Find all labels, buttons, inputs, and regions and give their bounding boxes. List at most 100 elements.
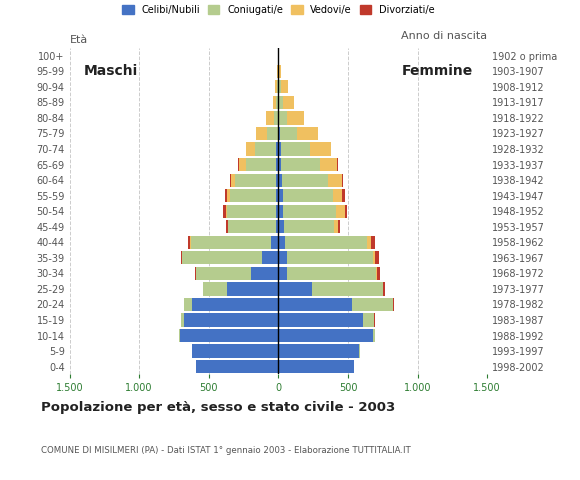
Bar	[196, 267, 251, 280]
Text: Popolazione per età, sesso e stato civile - 2003: Popolazione per età, sesso e stato civil…	[41, 401, 395, 414]
Bar	[371, 236, 375, 249]
Bar	[225, 189, 227, 202]
Bar	[281, 158, 320, 171]
Bar	[276, 158, 278, 171]
Bar	[279, 111, 288, 124]
Text: Anno di nascita: Anno di nascita	[401, 32, 487, 41]
Bar	[373, 251, 375, 264]
Bar	[238, 158, 239, 171]
Bar	[278, 143, 281, 156]
Bar	[275, 80, 277, 94]
Bar	[267, 127, 278, 140]
Bar	[262, 251, 278, 264]
Bar	[336, 204, 345, 218]
Text: Età: Età	[70, 35, 88, 45]
Bar	[277, 80, 278, 94]
Bar	[246, 158, 276, 171]
Bar	[229, 220, 276, 233]
Bar	[278, 158, 281, 171]
Bar	[276, 204, 278, 218]
Bar	[227, 204, 276, 218]
Bar	[192, 298, 278, 311]
Bar	[227, 189, 230, 202]
Bar	[278, 80, 279, 94]
Bar	[181, 251, 182, 264]
Bar	[239, 158, 246, 171]
Bar	[195, 267, 196, 280]
Bar	[276, 220, 278, 233]
Bar	[373, 329, 375, 342]
Bar	[334, 220, 338, 233]
Bar	[338, 220, 340, 233]
Bar	[342, 189, 345, 202]
Bar	[383, 282, 385, 296]
Bar	[278, 313, 363, 326]
Bar	[363, 313, 375, 326]
Bar	[278, 96, 279, 109]
Bar	[251, 267, 278, 280]
Bar	[192, 345, 278, 358]
Bar	[202, 282, 203, 296]
Bar	[179, 329, 180, 342]
Bar	[203, 282, 227, 296]
Bar	[278, 111, 279, 124]
Bar	[279, 96, 283, 109]
Bar	[231, 173, 235, 187]
Bar	[266, 111, 274, 124]
Bar	[281, 143, 310, 156]
Bar	[281, 127, 297, 140]
Legend: Celibi/Nubili, Coniugati/e, Vedovi/e, Divorziati/e: Celibi/Nubili, Coniugati/e, Vedovi/e, Di…	[122, 5, 435, 15]
Bar	[284, 220, 334, 233]
Bar	[278, 49, 280, 62]
Bar	[235, 173, 276, 187]
Bar	[320, 158, 337, 171]
Bar	[182, 251, 262, 264]
Bar	[246, 143, 255, 156]
Bar	[282, 189, 333, 202]
Bar	[342, 173, 343, 187]
Bar	[278, 298, 352, 311]
Bar	[184, 298, 192, 311]
Bar	[180, 329, 278, 342]
Bar	[278, 345, 359, 358]
Bar	[256, 127, 267, 140]
Bar	[352, 298, 393, 311]
Bar	[277, 65, 278, 78]
Text: Maschi: Maschi	[84, 64, 138, 78]
Bar	[274, 111, 278, 124]
Bar	[283, 96, 295, 109]
Text: Femmine: Femmine	[402, 64, 473, 78]
Bar	[312, 282, 383, 296]
Bar	[181, 313, 184, 326]
Bar	[223, 204, 226, 218]
Bar	[230, 189, 276, 202]
Bar	[345, 204, 347, 218]
Bar	[278, 282, 312, 296]
Bar	[368, 236, 371, 249]
Bar	[281, 80, 288, 94]
Bar	[278, 329, 373, 342]
Bar	[279, 80, 281, 94]
Bar	[278, 173, 282, 187]
Bar	[276, 96, 278, 109]
Bar	[333, 189, 342, 202]
Bar	[278, 65, 279, 78]
Bar	[278, 220, 284, 233]
Bar	[297, 127, 318, 140]
Bar	[226, 220, 227, 233]
Bar	[255, 143, 276, 156]
Bar	[375, 251, 379, 264]
Bar	[287, 251, 373, 264]
Bar	[226, 204, 227, 218]
Bar	[191, 236, 271, 249]
Bar	[359, 345, 360, 358]
Bar	[227, 282, 278, 296]
Bar	[230, 173, 231, 187]
Bar	[285, 236, 368, 249]
Bar	[187, 236, 190, 249]
Bar	[310, 143, 331, 156]
Bar	[276, 143, 278, 156]
Bar	[227, 220, 229, 233]
Bar	[288, 111, 304, 124]
Bar	[271, 236, 278, 249]
